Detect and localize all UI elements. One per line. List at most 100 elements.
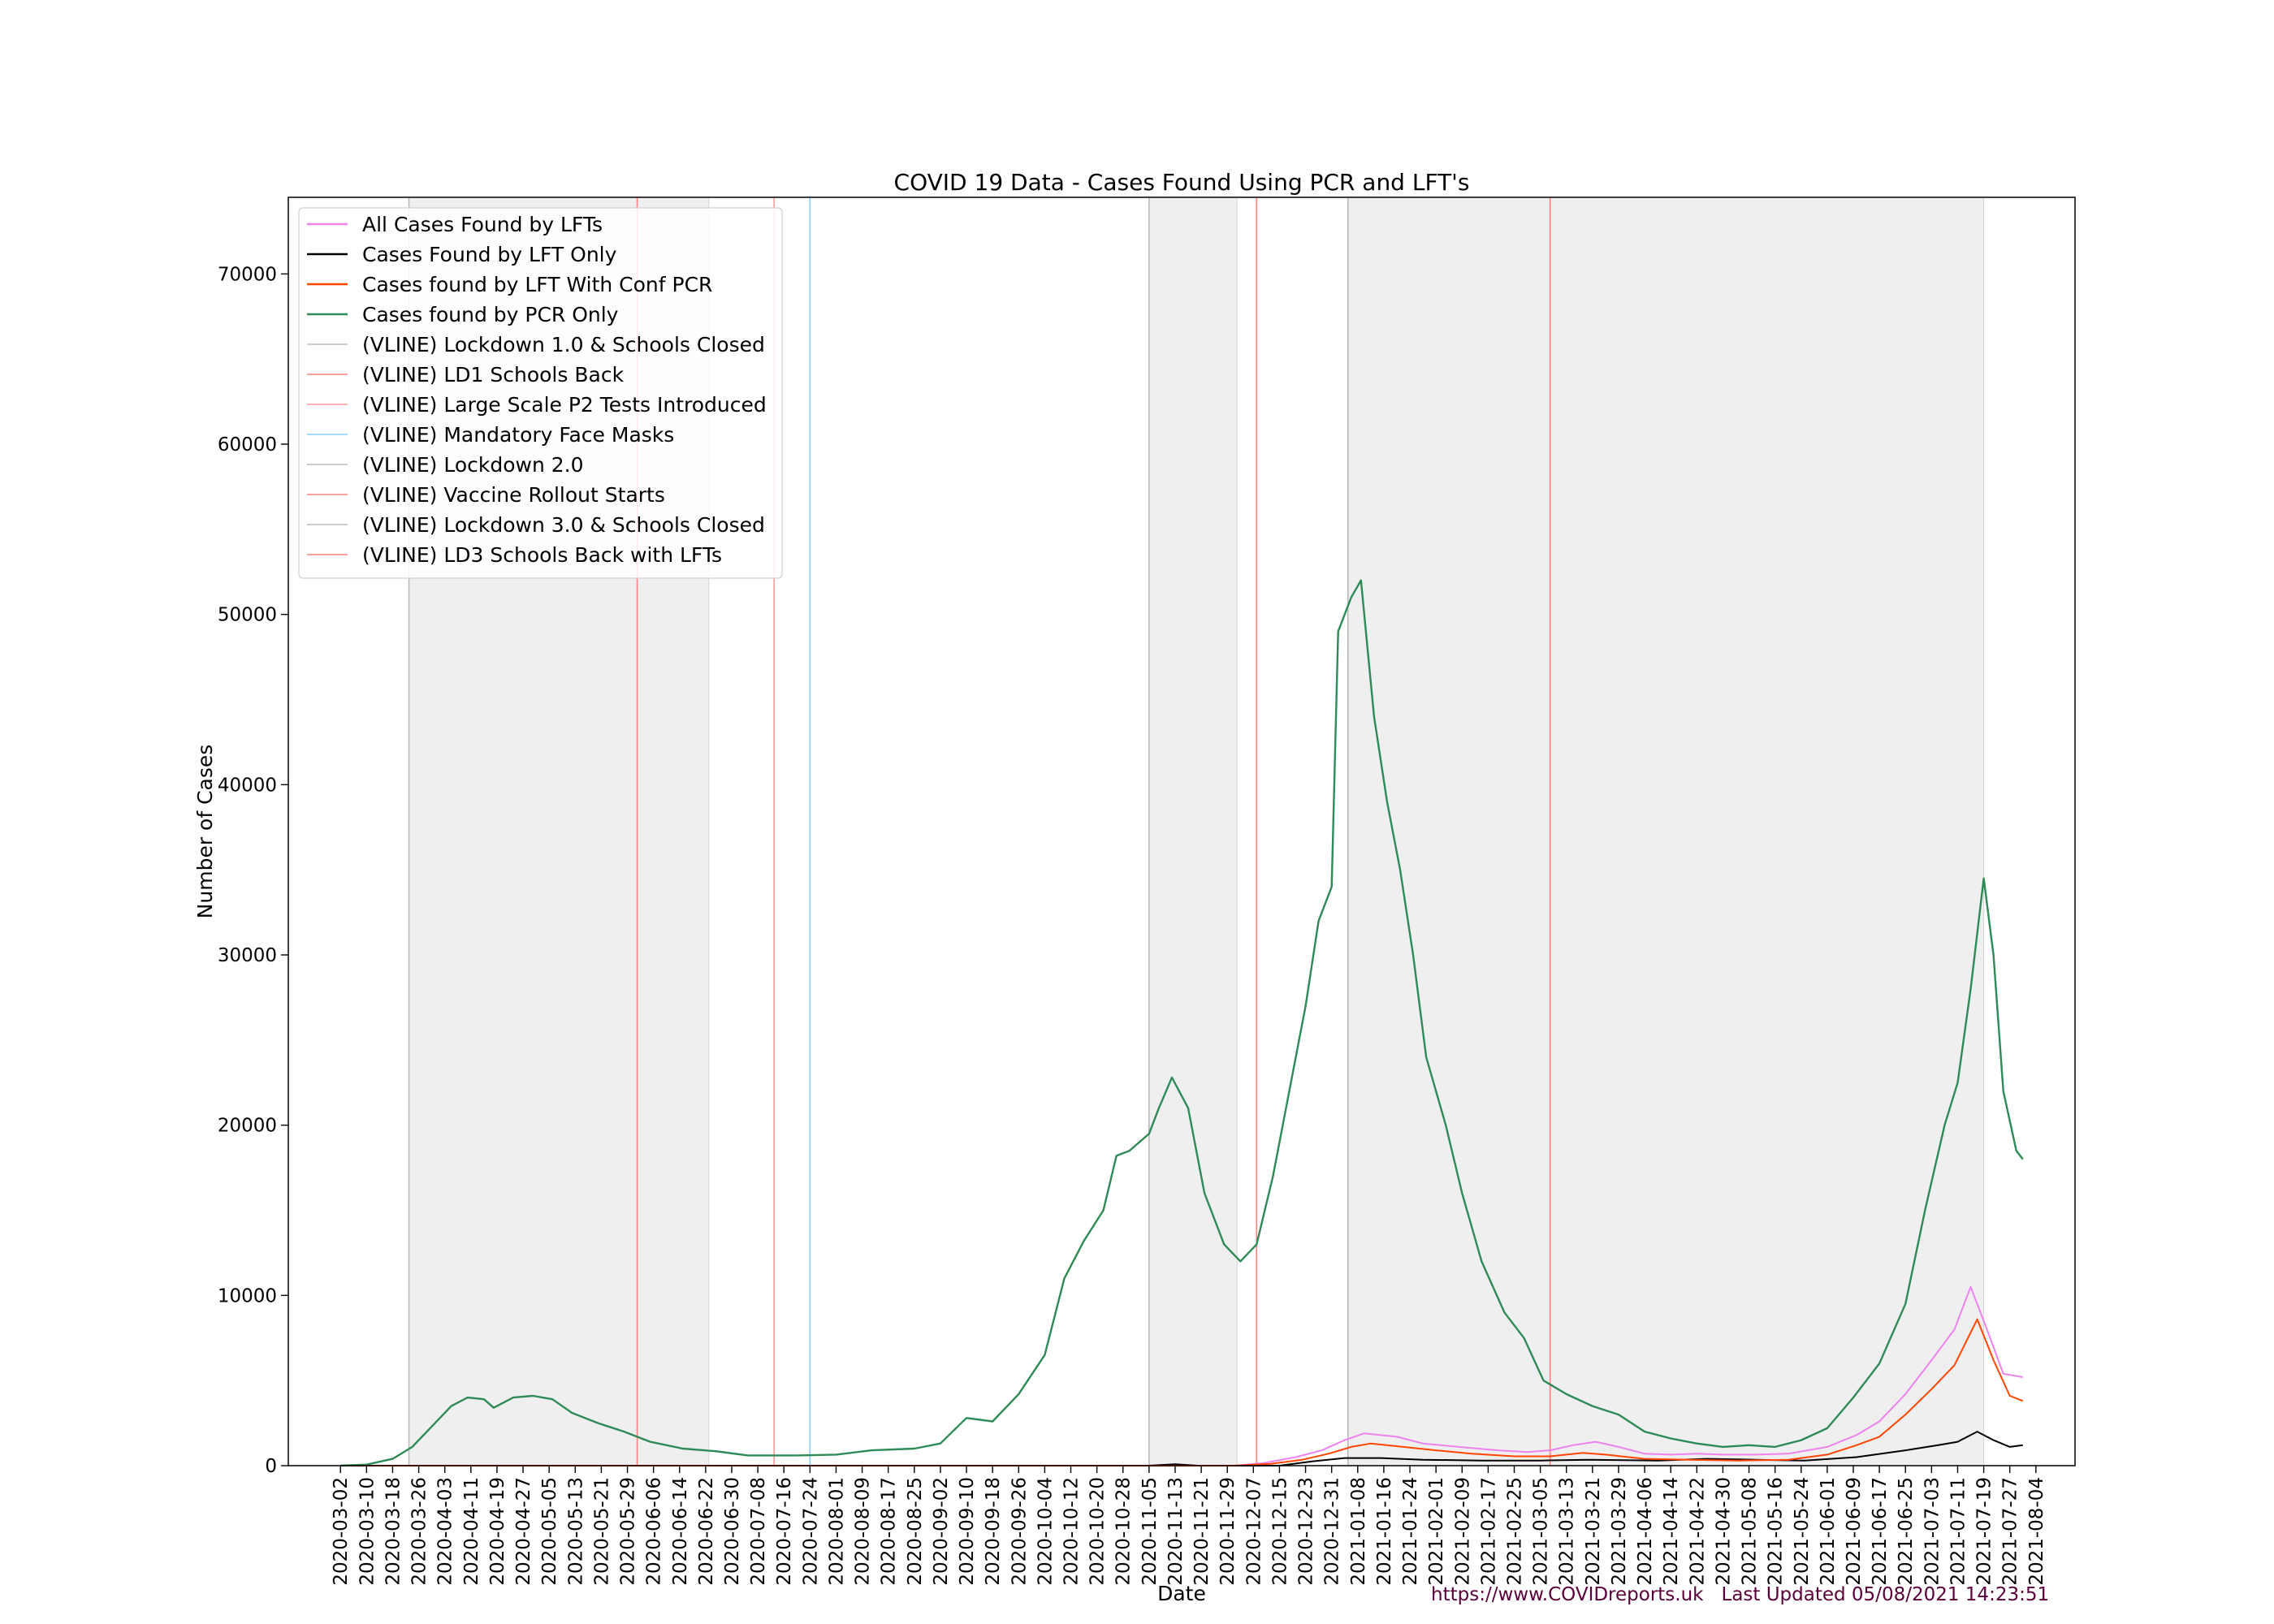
x-tick-label: 2021-03-21: [1583, 1477, 1604, 1586]
y-tick-label: 20000: [218, 1116, 277, 1137]
legend-label: All Cases Found by LFTs: [362, 213, 603, 236]
legend-label: (VLINE) LD3 Schools Back with LFTs: [362, 543, 722, 567]
y-axis-label: Number of Cases: [193, 745, 217, 919]
x-tick-label: 2020-07-08: [748, 1477, 769, 1586]
x-tick-label: 2021-04-14: [1661, 1477, 1682, 1586]
x-tick-label: 2021-05-08: [1740, 1477, 1761, 1586]
x-tick-label: 2020-03-26: [409, 1477, 430, 1586]
x-tick-label: 2021-02-25: [1504, 1477, 1525, 1586]
x-tick-label: 2020-07-16: [774, 1477, 795, 1586]
x-tick-label: 2021-02-09: [1452, 1477, 1473, 1586]
x-tick-label: 2020-04-03: [435, 1477, 456, 1586]
footer-url[interactable]: https://www.COVIDreports.uk: [1431, 1584, 1704, 1605]
x-tick-label: 2020-12-15: [1269, 1477, 1290, 1586]
legend-label: Cases found by PCR Only: [362, 303, 619, 326]
x-tick-label: 2021-03-13: [1557, 1477, 1578, 1586]
x-tick-label: 2020-09-18: [983, 1477, 1004, 1586]
x-tick-label: 2021-06-01: [1818, 1477, 1839, 1586]
x-tick-label: 2020-12-07: [1243, 1477, 1265, 1586]
y-tick-label: 0: [265, 1456, 277, 1477]
shaded-region: [1347, 197, 1985, 1466]
legend-label: (VLINE) Lockdown 2.0: [362, 453, 584, 477]
y-tick-label: 50000: [218, 605, 277, 626]
x-tick-label: 2020-08-17: [879, 1477, 900, 1586]
x-tick-label: 2021-02-01: [1426, 1477, 1447, 1586]
x-tick-label: 2020-06-30: [722, 1477, 743, 1586]
series-line: [340, 1285, 2023, 1466]
y-tick-label: 40000: [218, 775, 277, 796]
x-tick-label: 2021-04-22: [1687, 1477, 1708, 1586]
x-tick-label: 2020-03-02: [331, 1477, 352, 1586]
x-tick-label: 2021-07-27: [2000, 1477, 2021, 1586]
x-tick-label: 2020-05-05: [539, 1477, 560, 1586]
x-tick-label: 2020-11-29: [1217, 1477, 1239, 1586]
legend-label: (VLINE) Vaccine Rollout Starts: [362, 483, 665, 507]
x-tick-label: 2021-03-29: [1609, 1477, 1630, 1586]
x-tick-label: 2020-11-21: [1191, 1477, 1213, 1586]
x-tick-label: 2020-08-09: [853, 1477, 874, 1586]
x-tick-label: 2021-05-24: [1792, 1477, 1813, 1586]
y-axis: 0 10000 20000 30000 40000 50000 60000 70000: [218, 264, 288, 1477]
legend-label: (VLINE) Lockdown 1.0 & Schools Closed: [362, 333, 765, 356]
x-tick-label: 2021-01-24: [1400, 1477, 1421, 1586]
x-tick-label: 2021-04-30: [1713, 1477, 1734, 1586]
x-tick-label: 2020-09-02: [931, 1477, 952, 1586]
legend-label: (VLINE) Large Scale P2 Tests Introduced: [362, 393, 767, 417]
x-tick-label: 2020-11-13: [1165, 1477, 1187, 1586]
x-tick-label: 2020-05-13: [565, 1477, 586, 1586]
series-line: [340, 579, 2024, 1467]
x-tick-label: 2021-01-08: [1348, 1477, 1369, 1586]
legend-label: (VLINE) LD1 Schools Back: [362, 363, 625, 387]
x-tick-label: 2021-06-17: [1870, 1477, 1891, 1586]
shaded-region: [1148, 197, 1238, 1466]
x-tick-label: 2021-07-19: [1974, 1477, 1995, 1586]
y-tick-label: 30000: [218, 945, 277, 966]
x-tick-label: 2020-04-11: [461, 1477, 482, 1586]
x-tick-label: 2020-08-01: [826, 1477, 847, 1586]
series-line: [340, 1318, 2024, 1466]
x-tick-label: 2020-12-31: [1322, 1477, 1343, 1586]
legend-label: (VLINE) Mandatory Face Masks: [362, 423, 674, 447]
legend-box: [298, 207, 783, 579]
x-tick-label: 2021-03-05: [1531, 1477, 1552, 1586]
x-tick-label: 2021-01-16: [1374, 1477, 1395, 1586]
x-tick-label: 2020-07-24: [800, 1477, 821, 1586]
legend-label: Cases Found by LFT Only: [362, 243, 617, 266]
series-lines: [340, 579, 2024, 1467]
legend: All Cases Found by LFTs Cases Found by LF…: [298, 207, 783, 579]
x-tick-label: 2020-06-06: [644, 1477, 665, 1586]
x-tick-label: 2020-03-18: [383, 1477, 404, 1586]
x-tick-label: 2021-06-09: [1844, 1477, 1865, 1586]
x-tick-label: 2020-05-29: [618, 1477, 639, 1586]
x-tick-label: 2020-10-28: [1113, 1477, 1135, 1586]
x-tick-label: 2020-10-20: [1087, 1477, 1109, 1586]
x-tick-label: 2020-04-27: [513, 1477, 534, 1586]
x-tick-label: 2021-08-04: [2026, 1477, 2047, 1586]
x-tick-label: 2020-08-25: [905, 1477, 926, 1586]
x-tick-label: 2020-06-22: [696, 1477, 717, 1586]
y-tick-label: 70000: [218, 264, 277, 285]
x-tick-label: 2021-07-11: [1948, 1477, 1969, 1586]
x-tick-label: 2020-11-05: [1139, 1477, 1161, 1586]
x-tick-label: 2020-04-19: [487, 1477, 508, 1586]
x-tick-label: 2020-06-14: [670, 1477, 691, 1586]
x-tick-label: 2020-03-10: [357, 1477, 378, 1586]
x-axis-label: Date: [1157, 1582, 1206, 1605]
x-tick-label: 2021-05-16: [1766, 1477, 1787, 1586]
x-tick-label: 2021-06-25: [1896, 1477, 1917, 1586]
x-tick-label: 2021-07-03: [1922, 1477, 1943, 1586]
plot-frame: [287, 197, 2076, 1466]
x-tick-label: 2021-02-17: [1478, 1477, 1499, 1586]
x-tick-label: 2020-12-23: [1296, 1477, 1317, 1586]
y-tick-label: 10000: [218, 1285, 277, 1307]
x-tick-label: 2020-09-10: [957, 1477, 978, 1586]
chart-title: COVID 19 Data - Cases Found Using PCR an…: [894, 169, 1470, 196]
y-tick-label: 60000: [218, 434, 277, 456]
x-tick-label: 2021-04-06: [1635, 1477, 1656, 1586]
x-tick-label: 2020-09-26: [1009, 1477, 1030, 1586]
legend-label: (VLINE) Lockdown 3.0 & Schools Closed: [362, 513, 765, 537]
x-axis: 2020-03-02 2020-03-10 2020-03-18 2020-03-26…: [331, 1466, 2047, 1586]
x-tick-label: 2020-10-12: [1061, 1477, 1083, 1586]
footer: https://www.COVIDreports.uk Last Updated …: [1431, 1584, 2067, 1605]
